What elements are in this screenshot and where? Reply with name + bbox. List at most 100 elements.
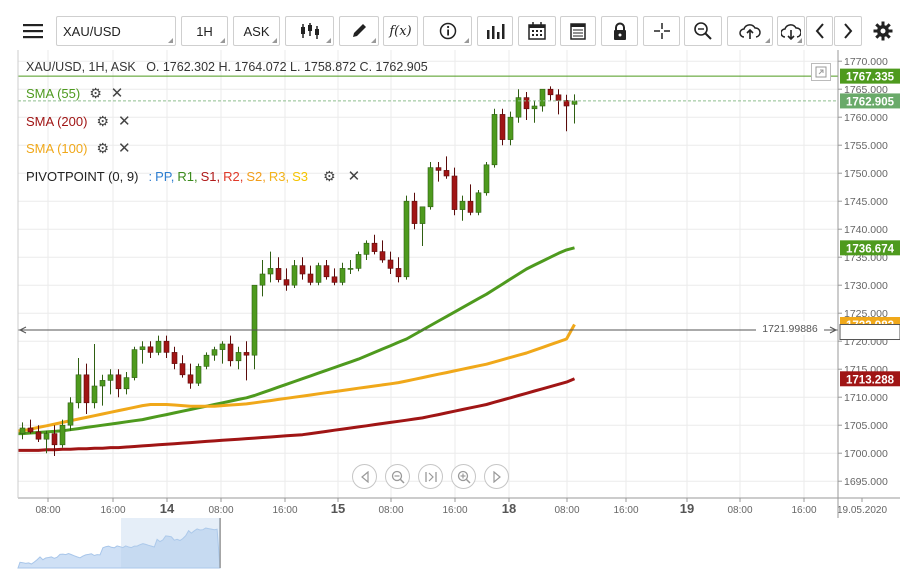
candle-body [491, 114, 498, 166]
candle [27, 419, 34, 434]
candle [363, 240, 370, 260]
candle-body [19, 427, 26, 434]
candle [139, 341, 146, 364]
gear-icon [873, 21, 893, 41]
candle-body [163, 340, 170, 353]
nav-next-button[interactable] [484, 464, 509, 489]
crosshair-arrow-left [18, 326, 27, 334]
candlestick-icon [300, 23, 319, 39]
x-tick-label: 08:00 [208, 505, 233, 516]
zoom-button[interactable] [684, 16, 722, 46]
chart-type-button[interactable] [285, 16, 334, 46]
candle-body [35, 431, 42, 440]
candle [323, 260, 330, 280]
sma100-label: SMA (100) [26, 140, 88, 156]
zoom-out-button[interactable] [385, 464, 410, 489]
navigator[interactable] [17, 518, 838, 569]
reset-zoom-button[interactable] [418, 464, 443, 489]
pivot-part: S3 [292, 168, 308, 184]
calendar-button[interactable] [518, 16, 556, 46]
candle [427, 162, 434, 210]
expand-button[interactable] [811, 63, 831, 81]
candle-body [187, 374, 194, 384]
navigator-window [121, 518, 220, 568]
y-tick-label: 1710.000 [844, 392, 888, 404]
candle [403, 195, 410, 280]
cloud-download-icon [781, 24, 801, 40]
gear-icon[interactable]: ⚙ [89, 84, 102, 101]
crosshair-button[interactable] [643, 16, 680, 46]
x-tick-label: 19 [680, 501, 694, 516]
price-chart[interactable]: 1721.99886 1695.000 1700.000 1705.000 1710.… [0, 48, 900, 571]
candle-body [179, 363, 186, 376]
sma55-label: SMA (55) [26, 85, 81, 101]
menu-button[interactable] [14, 16, 52, 46]
candle [483, 162, 490, 196]
candle [347, 260, 354, 274]
candle-body [75, 374, 82, 404]
indicators-button[interactable]: f(x) [383, 16, 418, 46]
volume-button[interactable] [477, 16, 513, 46]
candle-body [203, 354, 210, 367]
pivot-part: R1, [177, 168, 198, 184]
sma-line [18, 377, 576, 452]
candle [283, 268, 290, 291]
candle-body [371, 242, 378, 252]
candle [555, 89, 562, 115]
sma-lines [18, 246, 576, 452]
candle [275, 257, 282, 283]
price-tag-label: 1762.905 [846, 96, 895, 108]
scroll-left-button[interactable] [806, 16, 833, 46]
y-tick-label: 1770.000 [844, 56, 888, 68]
candle [307, 265, 314, 286]
gear-icon[interactable]: ⚙ [323, 167, 336, 184]
crosshair-icon [653, 23, 670, 39]
close-icon[interactable]: ✕ [110, 85, 124, 102]
candle-body [115, 374, 122, 390]
zoom-in-button[interactable] [451, 464, 476, 489]
pivot-part: R3, [268, 168, 290, 184]
candle-body [443, 170, 450, 177]
candle-body [171, 352, 178, 364]
scroll-right-button[interactable] [834, 16, 862, 46]
symbol-selector[interactable]: XAU/USD [56, 16, 176, 46]
candle-body [235, 352, 242, 362]
timeframe-label: 1H [196, 23, 213, 39]
function-icon: f(x) [389, 23, 412, 39]
zoom-controls [352, 464, 509, 489]
nav-prev-button[interactable] [352, 464, 377, 489]
timeframe-selector[interactable]: 1H [181, 16, 228, 46]
candle-body [27, 427, 34, 433]
info-button[interactable] [423, 16, 472, 46]
candle [331, 268, 338, 286]
sma-line [18, 246, 575, 436]
candle-body [403, 200, 410, 278]
drawing-tools-button[interactable] [339, 16, 379, 46]
close-icon[interactable]: ✕ [117, 113, 131, 130]
gear-icon[interactable]: ⚙ [96, 112, 109, 129]
upload-button[interactable] [727, 16, 773, 46]
price-side-selector[interactable]: ASK [233, 16, 280, 46]
gear-icon[interactable]: ⚙ [96, 139, 109, 156]
candle [163, 335, 170, 358]
sma100-legend: SMA (100) ⚙ ✕ [26, 139, 131, 158]
close-icon[interactable]: ✕ [117, 140, 131, 157]
lock-button[interactable] [601, 16, 638, 46]
candle [299, 257, 306, 280]
candle [123, 372, 130, 395]
table-button[interactable] [560, 16, 596, 46]
download-button[interactable] [777, 16, 805, 46]
candle [411, 192, 418, 230]
candle [155, 335, 162, 356]
candle [443, 156, 450, 179]
candle-body [395, 268, 402, 278]
candle [219, 341, 226, 364]
candle [83, 363, 90, 414]
x-tick-label: 16:00 [272, 505, 297, 516]
candle-body [123, 377, 130, 390]
settings-button[interactable] [868, 16, 898, 46]
close-icon[interactable]: ✕ [347, 168, 361, 185]
price-tag [840, 93, 900, 109]
candle-body [43, 433, 50, 440]
candle-body [459, 200, 466, 210]
